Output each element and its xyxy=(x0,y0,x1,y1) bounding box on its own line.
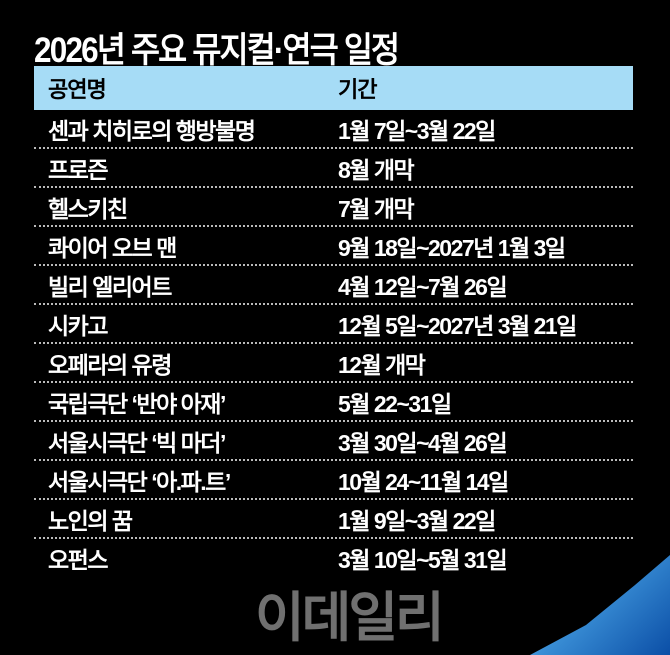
show-period: 9월 18일~2027년 1월 3일 xyxy=(338,234,566,261)
table-row: 시카고 12월 5일~2027년 3월 21일 xyxy=(34,305,633,344)
table-row: 오펀스 3월 10일~5월 31일 xyxy=(34,539,633,576)
page-title: 2026년 주요 뮤지컬·연극 일정 xyxy=(34,31,400,70)
show-period: 4월 12일~7월 26일 xyxy=(338,273,508,300)
table-row: 노인의 꿈 1월 9일~3월 22일 xyxy=(34,500,633,539)
table-row: 서울시극단 ‘아.파.트’ 10월 24~11월 14일 xyxy=(34,461,633,500)
show-period: 1월 9일~3월 22일 xyxy=(338,507,496,534)
table-row: 오페라의 유령 12월 개막 xyxy=(34,344,633,383)
show-period: 10월 24~11월 14일 xyxy=(338,468,509,495)
table-row: 서울시극단 ‘빅 마더’ 3월 30일~4월 26일 xyxy=(34,422,633,461)
show-name: 콰이어 오브 맨 xyxy=(48,234,177,261)
show-period: 3월 10일~5월 31일 xyxy=(338,546,508,573)
show-period: 12월 5일~2027년 3월 21일 xyxy=(338,312,577,339)
table-row: 콰이어 오브 맨 9월 18일~2027년 1월 3일 xyxy=(34,227,633,266)
show-name: 빌리 엘리어트 xyxy=(48,273,172,300)
show-name: 서울시극단 ‘빅 마더’ xyxy=(48,429,226,456)
show-period: 7월 개막 xyxy=(338,195,415,222)
table-row: 프로즌 8월 개막 xyxy=(34,149,633,188)
show-name: 헬스키친 xyxy=(48,195,128,222)
show-name: 시카고 xyxy=(48,312,108,339)
table-row: 빌리 엘리어트 4월 12일~7월 26일 xyxy=(34,266,633,305)
show-period: 12월 개막 xyxy=(338,351,426,378)
show-name: 오페라의 유령 xyxy=(48,351,172,378)
table-row: 헬스키친 7월 개막 xyxy=(34,188,633,227)
watermark-logo: 이데일리 xyxy=(255,588,445,648)
column-header-name: 공연명 xyxy=(48,77,107,102)
show-name: 노인의 꿈 xyxy=(48,507,133,534)
show-period: 1월 7일~3월 22일 xyxy=(338,117,496,144)
show-name: 프로즌 xyxy=(48,156,108,183)
table-row: 국립극단 ‘반야 아재’ 5월 22~31일 xyxy=(34,383,633,422)
show-name: 국립극단 ‘반야 아재’ xyxy=(48,390,226,417)
show-name: 서울시극단 ‘아.파.트’ xyxy=(48,468,231,495)
column-header-period: 기간 xyxy=(338,77,377,102)
show-period: 3월 30일~4월 26일 xyxy=(338,429,508,456)
show-period: 5월 22~31일 xyxy=(338,390,452,417)
show-period: 8월 개막 xyxy=(338,156,415,183)
table-header: 공연명 기간 xyxy=(34,66,633,110)
show-name: 오펀스 xyxy=(48,546,108,573)
table-row: 센과 치히로의 행방불명 1월 7일~3월 22일 xyxy=(34,110,633,149)
show-name: 센과 치히로의 행방불명 xyxy=(48,117,256,144)
